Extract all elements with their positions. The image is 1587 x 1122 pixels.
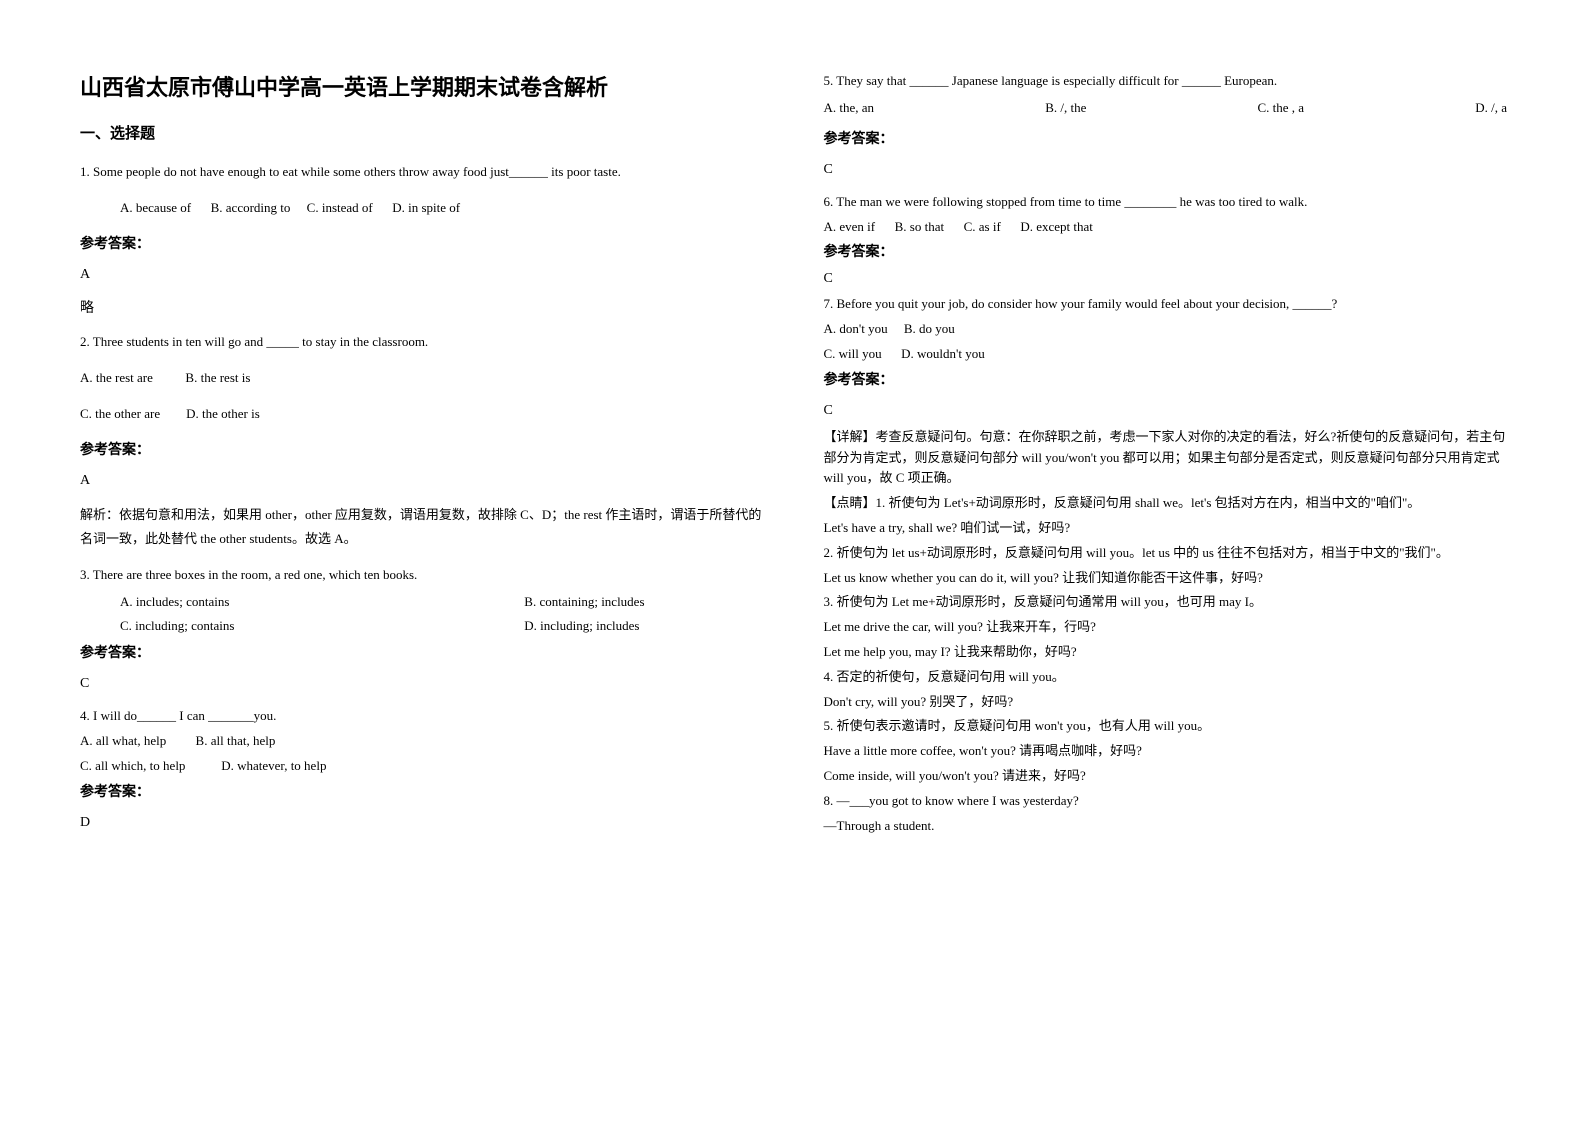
section-heading: 一、选择题 xyxy=(80,122,764,143)
q7-line7: 4. 否定的祈使句，反意疑问句用 will you。 xyxy=(824,667,1508,688)
q7-explain2: 【点睛】1. 祈使句为 Let's+动词原形时，反意疑问句用 shall we。… xyxy=(824,493,1508,514)
q5-optD: D. /, a xyxy=(1475,100,1507,116)
q2-options-row1: A. the rest are B. the rest is xyxy=(80,367,764,389)
q7-answer: C xyxy=(824,403,1508,419)
q7-optD: D. wouldn't you xyxy=(901,346,985,361)
q5-optC: C. the , a xyxy=(1258,100,1305,116)
q6-optA: A. even if xyxy=(824,219,876,234)
q5-answer-label: 参考答案： xyxy=(824,128,1508,148)
q6-optD: D. except that xyxy=(1020,219,1093,234)
q7-line11: Come inside, will you/won't you? 请进来，好吗? xyxy=(824,766,1508,787)
q4-options-row1: A. all what, help B. all that, help xyxy=(80,731,764,752)
q2-optC: C. the other are xyxy=(80,406,160,421)
q3-optA: A. includes; contains xyxy=(80,594,490,610)
q2-options-row2: C. the other are D. the other is xyxy=(80,403,764,425)
q7-line8: Don't cry, will you? 别哭了，好吗? xyxy=(824,692,1508,713)
q7-options-row2: C. will you D. wouldn't you xyxy=(824,344,1508,365)
q3-optD: D. including; includes xyxy=(524,618,763,634)
q7-text: 7. Before you quit your job, do consider… xyxy=(824,294,1508,315)
q1-optA: A. because of xyxy=(120,200,191,215)
q4-optC: C. all which, to help xyxy=(80,758,185,773)
q8-text1: 8. —___you got to know where I was yeste… xyxy=(824,791,1508,812)
q1-note: 略 xyxy=(80,297,764,317)
q1-answer-label: 参考答案： xyxy=(80,233,764,253)
q7-line6: Let me help you, may I? 让我来帮助你，好吗? xyxy=(824,642,1508,663)
q5-optB: B. /, the xyxy=(1045,100,1086,116)
q1-text: 1. Some people do not have enough to eat… xyxy=(80,161,764,183)
q5-text: 5. They say that ______ Japanese languag… xyxy=(824,70,1508,92)
q7-line9: 5. 祈使句表示邀请时，反意疑问句用 won't you，也有人用 will y… xyxy=(824,716,1508,737)
q7-line5: Let me drive the car, will you? 让我来开车，行吗… xyxy=(824,617,1508,638)
q2-answer: A xyxy=(80,473,764,489)
q7-line1: Let's have a try, shall we? 咱们试一试，好吗? xyxy=(824,518,1508,539)
q8-text2: —Through a student. xyxy=(824,816,1508,837)
q7-explain1: 【详解】考查反意疑问句。句意：在你辞职之前，考虑一下家人对你的决定的看法，好么?… xyxy=(824,427,1508,489)
q3-answer: C xyxy=(80,676,764,692)
right-column: 5. They say that ______ Japanese languag… xyxy=(794,70,1538,1092)
page-title: 山西省太原市傅山中学高一英语上学期期末试卷含解析 xyxy=(80,70,764,102)
q4-options-row2: C. all which, to help D. whatever, to he… xyxy=(80,756,764,777)
q6-answer-label: 参考答案： xyxy=(824,242,1508,264)
q2-optA: A. the rest are xyxy=(80,370,153,385)
q3-optB: B. containing; includes xyxy=(524,594,763,610)
q3-row1: A. includes; contains B. containing; inc… xyxy=(80,594,764,610)
q3-row2: C. including; contains D. including; inc… xyxy=(80,618,764,634)
q6-answer: C xyxy=(824,268,1508,290)
q5-options: A. the, an B. /, the C. the , a D. /, a xyxy=(824,100,1508,116)
q6-options: A. even if B. so that C. as if D. except… xyxy=(824,217,1508,238)
q1-answer: A xyxy=(80,267,764,283)
left-column: 山西省太原市傅山中学高一英语上学期期末试卷含解析 一、选择题 1. Some p… xyxy=(50,70,794,1092)
q4-answer-label: 参考答案： xyxy=(80,781,764,801)
q6-optC: C. as if xyxy=(964,219,1001,234)
q7-line10: Have a little more coffee, won't you? 请再… xyxy=(824,741,1508,762)
q7-line3: Let us know whether you can do it, will … xyxy=(824,568,1508,589)
q2-optD: D. the other is xyxy=(186,406,260,421)
q3-optC: C. including; contains xyxy=(80,618,490,634)
q2-explain: 解析：依据句意和用法，如果用 other，other 应用复数，谓语用复数，故排… xyxy=(80,503,764,550)
q1-optC: C. instead of xyxy=(307,200,373,215)
q4-optB: B. all that, help xyxy=(196,733,276,748)
q3-text: 3. There are three boxes in the room, a … xyxy=(80,564,764,586)
q7-answer-label: 参考答案： xyxy=(824,369,1508,389)
q2-answer-label: 参考答案： xyxy=(80,439,764,459)
q4-text: 4. I will do______ I can _______you. xyxy=(80,706,764,727)
q7-optA: A. don't you xyxy=(824,321,888,336)
q2-text: 2. Three students in ten will go and ___… xyxy=(80,331,764,353)
q2-optB: B. the rest is xyxy=(185,370,250,385)
q7-line4: 3. 祈使句为 Let me+动词原形时，反意疑问句通常用 will you，也… xyxy=(824,592,1508,613)
q3-answer-label: 参考答案： xyxy=(80,642,764,662)
q6-optB: B. so that xyxy=(895,219,944,234)
q4-optA: A. all what, help xyxy=(80,733,166,748)
q1-options: A. because of B. according to C. instead… xyxy=(80,197,764,219)
q4-answer: D xyxy=(80,815,764,831)
q7-optB: B. do you xyxy=(904,321,955,336)
q6-text: 6. The man we were following stopped fro… xyxy=(824,192,1508,213)
q7-line2: 2. 祈使句为 let us+动词原形时，反意疑问句用 will you。let… xyxy=(824,543,1508,564)
q5-optA: A. the, an xyxy=(824,100,875,116)
q5-answer: C xyxy=(824,162,1508,178)
q1-optD: D. in spite of xyxy=(392,200,460,215)
q1-optB: B. according to xyxy=(211,200,291,215)
q7-options-row1: A. don't you B. do you xyxy=(824,319,1508,340)
q4-optD: D. whatever, to help xyxy=(221,758,326,773)
q7-optC: C. will you xyxy=(824,346,882,361)
